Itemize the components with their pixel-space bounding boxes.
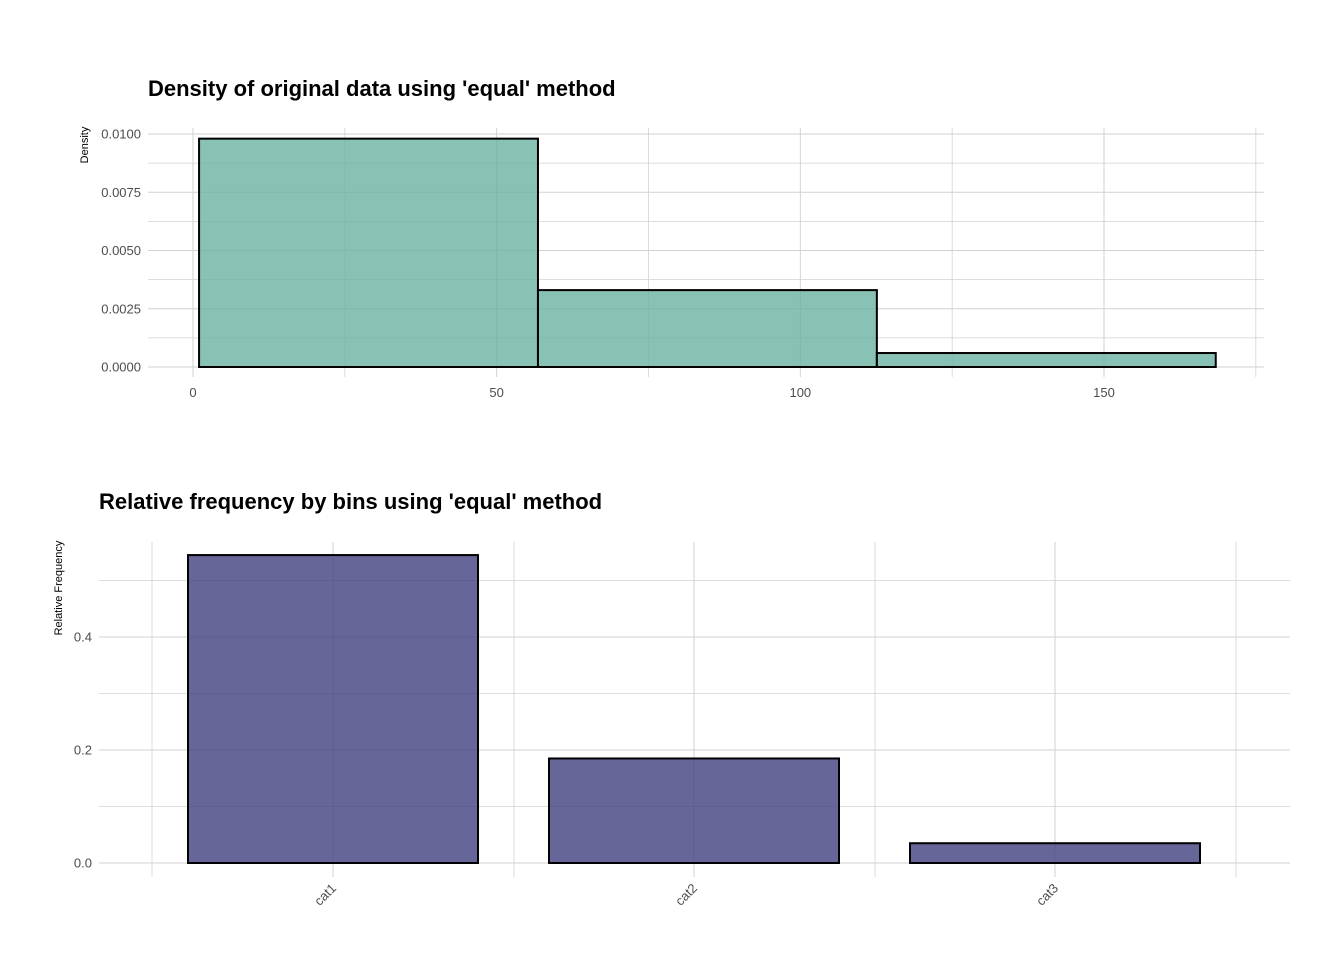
bar-cat2 bbox=[548, 757, 840, 864]
hist-bar bbox=[198, 137, 539, 368]
bar-bars bbox=[187, 554, 1201, 864]
density-histogram: Density of original data using 'equal' m… bbox=[79, 76, 1264, 400]
hist-title: Density of original data using 'equal' m… bbox=[148, 76, 616, 101]
bar-x-tick-label: cat2 bbox=[672, 881, 700, 909]
bar-y-tick-label: 0.0 bbox=[74, 856, 92, 871]
bar-x-ticks: cat1 cat2 cat3 bbox=[311, 881, 1061, 909]
bar-x-tick-label: cat1 bbox=[311, 881, 339, 909]
hist-bars bbox=[198, 137, 1217, 368]
hist-x-ticks: 0 50 100 150 bbox=[189, 385, 1114, 400]
bar-y-axis-label: Relative Frequency bbox=[53, 540, 65, 635]
hist-y-tick-label: 0.0075 bbox=[101, 185, 141, 200]
hist-x-tick-label: 150 bbox=[1093, 385, 1115, 400]
hist-y-axis-label: Density bbox=[79, 126, 91, 163]
bar-y-tick-label: 0.4 bbox=[74, 630, 92, 645]
hist-y-tick-label: 0.0050 bbox=[101, 243, 141, 258]
hist-x-tick-label: 100 bbox=[789, 385, 811, 400]
bar-y-ticks: 0.0 0.2 0.4 bbox=[74, 630, 92, 871]
hist-y-tick-label: 0.0025 bbox=[101, 301, 141, 316]
hist-y-ticks: 0.0000 0.0025 0.0050 0.0075 0.0100 bbox=[101, 127, 141, 375]
hist-bar bbox=[536, 289, 878, 368]
bar-title: Relative frequency by bins using 'equal'… bbox=[99, 489, 602, 514]
hist-y-tick-label: 0.0100 bbox=[101, 127, 141, 142]
hist-x-tick-label: 0 bbox=[189, 385, 196, 400]
bar-y-tick-label: 0.2 bbox=[74, 743, 92, 758]
hist-x-tick-label: 50 bbox=[489, 385, 503, 400]
hist-bar bbox=[875, 352, 1217, 368]
bar-cat3 bbox=[909, 842, 1201, 864]
hist-y-tick-label: 0.0000 bbox=[101, 360, 141, 375]
bar-cat1 bbox=[187, 554, 479, 864]
bar-x-tick-label: cat3 bbox=[1033, 881, 1061, 909]
relative-frequency-bar-chart: Relative frequency by bins using 'equal'… bbox=[53, 489, 1290, 909]
